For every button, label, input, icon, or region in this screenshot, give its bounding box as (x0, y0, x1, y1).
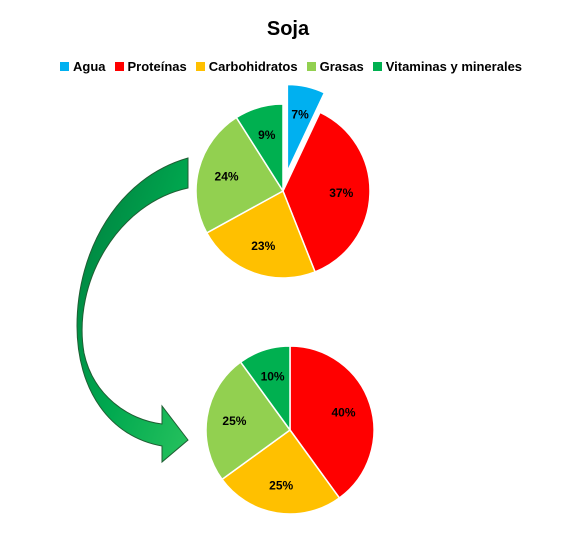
chart-title: Soja (266, 18, 310, 40)
legend-label: Proteínas (127, 58, 187, 74)
legend-label: Vitaminas y minerales (385, 58, 523, 74)
pie-slice (205, 189, 317, 279)
slice-data-label: 25% (222, 414, 246, 428)
legend-label: Agua (73, 58, 106, 74)
pie-slice (282, 111, 371, 273)
legend-swatch (60, 61, 69, 71)
legend-item: Proteínas (114, 58, 187, 74)
legend-item: Carbohidratos (195, 58, 298, 74)
legend-label: Grasas (319, 58, 364, 74)
legend-label: Carbohidratos (208, 58, 298, 74)
pie-slice (289, 345, 375, 500)
pie-slice (205, 360, 292, 481)
pie-slice (235, 103, 284, 194)
slice-data-label: 10% (261, 369, 285, 383)
pie-slice (220, 428, 341, 515)
legend-swatch (114, 61, 124, 71)
slice-data-label: 24% (215, 170, 239, 184)
chart-legend: Agua Proteínas Carbohidratos Grasas Vitamina… (60, 57, 531, 75)
curved-arrow (76, 157, 189, 464)
pie-slice (239, 345, 291, 433)
legend-swatch (306, 61, 316, 71)
slice-data-label: 37% (329, 186, 353, 200)
slice-data-label: 9% (258, 128, 276, 142)
legend-item: Vitaminas y minerales (372, 58, 523, 74)
legend-item: Agua (60, 59, 106, 74)
slice-data-label: 40% (332, 406, 356, 420)
slice-data-label: 23% (251, 239, 275, 253)
pie-slice (195, 116, 285, 234)
legend-item: Grasas (306, 58, 364, 74)
slice-data-label: 7% (291, 108, 309, 122)
pie-slice (286, 83, 326, 172)
legend-swatch (195, 61, 205, 71)
slice-data-label: 25% (269, 479, 293, 493)
legend-swatch (372, 61, 382, 71)
